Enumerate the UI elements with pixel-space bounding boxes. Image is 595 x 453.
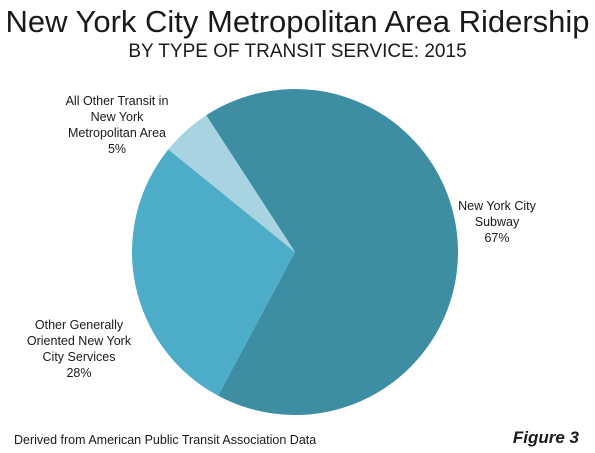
label-line: Oriented New York: [26, 334, 132, 348]
pie-slice-other-nyc-services: [132, 149, 295, 396]
label-line: City Services: [42, 350, 116, 364]
label-line: Metropolitan Area: [68, 126, 166, 140]
figure-label: Figure 3: [512, 428, 579, 447]
chart-title: New York City Metropolitan Area Ridershi…: [5, 4, 590, 39]
pie-slice-subway: [206, 89, 459, 416]
label-line: Subway: [474, 215, 520, 229]
pie-slice-all-other-transit: [168, 115, 295, 252]
slice-label-subway: New York City Subway 67%: [412, 198, 582, 246]
label-line: All Other Transit in: [65, 94, 169, 108]
chart-subtitle: BY TYPE OF TRANSIT SERVICE: 2015: [128, 41, 467, 62]
slice-label-other-nyc-services: Other Generally Oriented New York City S…: [0, 317, 164, 381]
label-line: 5%: [107, 142, 127, 156]
label-line: 67%: [484, 231, 510, 245]
label-line: Other Generally: [34, 318, 124, 332]
label-line: New York: [90, 110, 144, 124]
slice-label-all-other-transit: All Other Transit in New York Metropolit…: [32, 93, 202, 157]
label-line: New York City: [458, 199, 536, 213]
source-note: Derived from American Public Transit Ass…: [14, 433, 317, 447]
label-line: 28%: [66, 366, 92, 380]
